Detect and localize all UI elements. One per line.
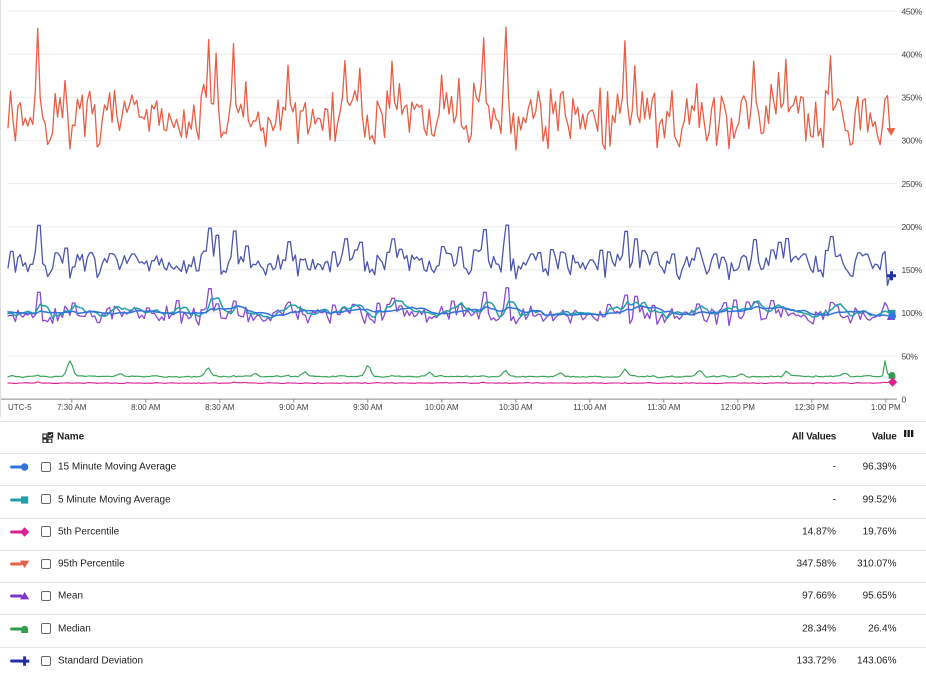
svg-text:450%: 450% xyxy=(902,6,923,16)
svg-text:7:30 AM: 7:30 AM xyxy=(57,403,87,412)
svg-text:12:30 PM: 12:30 PM xyxy=(795,403,830,412)
svg-text:UTC-5: UTC-5 xyxy=(8,403,32,412)
svg-text:8:00 AM: 8:00 AM xyxy=(131,403,161,412)
svg-text:350%: 350% xyxy=(902,93,923,103)
svg-text:8:30 AM: 8:30 AM xyxy=(205,403,235,412)
svg-text:50%: 50% xyxy=(902,351,919,361)
svg-text:0: 0 xyxy=(902,394,907,404)
svg-text:10:00 AM: 10:00 AM xyxy=(425,403,459,412)
svg-text:11:00 AM: 11:00 AM xyxy=(573,403,607,412)
svg-text:250%: 250% xyxy=(902,179,923,189)
svg-text:10:30 AM: 10:30 AM xyxy=(499,403,533,412)
svg-text:300%: 300% xyxy=(902,136,923,146)
svg-text:400%: 400% xyxy=(902,49,923,59)
svg-text:9:00 AM: 9:00 AM xyxy=(279,403,309,412)
svg-text:100%: 100% xyxy=(902,308,923,318)
svg-text:200%: 200% xyxy=(902,222,923,232)
svg-text:11:30 AM: 11:30 AM xyxy=(647,403,681,412)
svg-text:12:00 PM: 12:00 PM xyxy=(721,403,756,412)
svg-text:9:30 AM: 9:30 AM xyxy=(353,403,383,412)
svg-text:1:00 PM: 1:00 PM xyxy=(871,403,901,412)
svg-text:150%: 150% xyxy=(902,265,923,275)
